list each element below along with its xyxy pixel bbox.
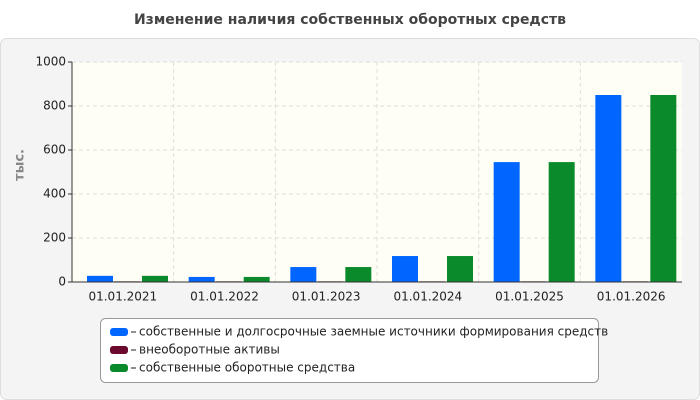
x-tick-label: 01.01.2024 bbox=[393, 290, 462, 304]
bar bbox=[142, 275, 168, 282]
bar bbox=[650, 95, 677, 282]
bar bbox=[188, 276, 215, 282]
plot-area bbox=[72, 62, 682, 282]
x-tick-label: 01.01.2026 bbox=[597, 290, 666, 304]
x-tick-label: 01.01.2025 bbox=[495, 290, 564, 304]
x-tick-label: 01.01.2022 bbox=[190, 290, 259, 304]
y-axis-label: тыс. bbox=[13, 149, 28, 181]
legend-label: собственные и долгосрочные заемные источ… bbox=[139, 325, 608, 339]
bar bbox=[493, 162, 520, 282]
bar bbox=[548, 162, 575, 282]
y-tick-label: 0 bbox=[58, 275, 66, 289]
y-tick-label: 1000 bbox=[35, 55, 66, 69]
legend bbox=[100, 318, 599, 383]
bar bbox=[243, 276, 270, 282]
y-tick-label: 200 bbox=[43, 231, 66, 245]
x-tick-label: 01.01.2021 bbox=[88, 290, 157, 304]
legend-swatch bbox=[110, 346, 128, 354]
bar bbox=[392, 256, 418, 282]
bar bbox=[345, 267, 372, 282]
y-tick-label: 800 bbox=[43, 99, 66, 113]
legend-swatch bbox=[110, 364, 128, 372]
bar bbox=[595, 95, 622, 282]
legend-label: внеоборотные активы bbox=[139, 343, 280, 357]
bar bbox=[87, 275, 113, 282]
legend-label: собственные оборотные средства bbox=[139, 361, 355, 375]
bar bbox=[290, 267, 317, 282]
chart-title: Изменение наличия собственных оборотных … bbox=[134, 12, 566, 28]
y-tick-label: 600 bbox=[43, 143, 66, 157]
x-tick-label: 01.01.2023 bbox=[292, 290, 361, 304]
y-tick-label: 400 bbox=[43, 187, 66, 201]
bar bbox=[447, 256, 473, 282]
legend-swatch bbox=[110, 328, 128, 336]
